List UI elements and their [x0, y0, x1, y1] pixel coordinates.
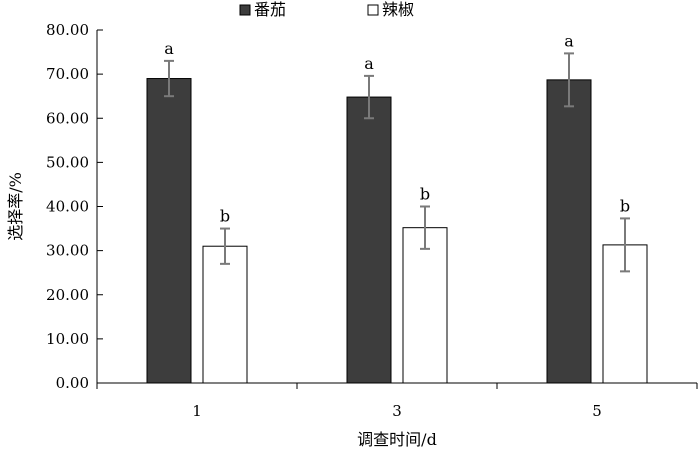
- y-tick-label-8: 80.00: [46, 21, 89, 39]
- y-tick-label-1: 10.00: [46, 330, 89, 348]
- sig-label-0-2: a: [564, 31, 574, 50]
- sig-label-0-1: a: [364, 54, 374, 73]
- bar-1-1: [402, 227, 448, 384]
- y-tick-label-7: 70.00: [46, 65, 89, 83]
- y-tick-label-5: 50.00: [46, 153, 89, 171]
- bar-0-0: [146, 78, 192, 384]
- bar-0-2: [546, 79, 592, 384]
- x-tick-label-2: 5: [592, 402, 602, 420]
- y-axis-title: 选择率/%: [6, 172, 25, 241]
- y-tick-label-6: 60.00: [46, 109, 89, 127]
- legend-label-1: 辣椒: [382, 0, 414, 19]
- x-axis-title: 调查时间/d: [357, 430, 437, 449]
- y-tick-label-0: 0.00: [56, 374, 89, 392]
- sig-label-1-0: b: [220, 207, 230, 226]
- sig-label-0-0: a: [164, 39, 174, 58]
- y-tick-label-3: 30.00: [46, 242, 89, 260]
- y-tick-label-4: 40.00: [46, 198, 89, 216]
- x-tick-label-0: 1: [192, 402, 202, 420]
- legend-label-0: 番茄: [254, 0, 286, 19]
- sig-label-1-2: b: [620, 196, 630, 215]
- y-tick-label-2: 20.00: [46, 286, 89, 304]
- sig-label-1-1: b: [420, 185, 430, 204]
- x-tick-label-1: 3: [392, 402, 402, 420]
- legend-swatch-1: [367, 4, 379, 16]
- bar-1-0: [202, 245, 248, 384]
- legend-swatch-0: [239, 4, 251, 16]
- bar-0-1: [346, 96, 392, 384]
